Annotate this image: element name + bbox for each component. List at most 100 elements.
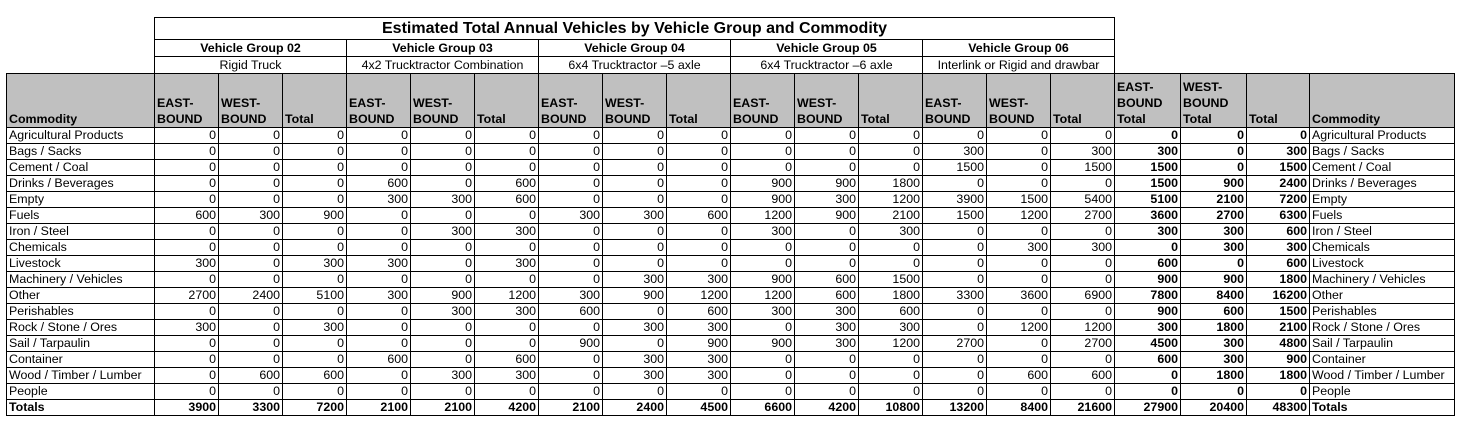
total-cell: 300 xyxy=(666,367,731,384)
grand-total-cell: 900 xyxy=(1246,351,1310,368)
commodity-cell: Agricultural Products xyxy=(6,127,155,144)
total-cell: 0 xyxy=(1050,127,1115,144)
eastbound-cell: 0 xyxy=(538,175,603,192)
eastbound-cell: 0 xyxy=(730,351,795,368)
commodity-cell: Agricultural Products xyxy=(1309,127,1455,144)
westbound-cell: 8400 xyxy=(986,399,1051,416)
table-row: Fuels 600 300 900 0 0 0 300 300 600 1200 900 2100 150… xyxy=(6,207,1455,224)
total-cell: 1500 xyxy=(1050,159,1115,176)
total-cell: 1200 xyxy=(1050,319,1115,336)
grand-total-cell: 0 xyxy=(1246,127,1310,144)
eastbound-cell: 1500 xyxy=(922,207,987,224)
total-cell: 2100 xyxy=(858,207,923,224)
column-header-eastbound: EAST-BOUND xyxy=(730,73,795,128)
total-cell: 1200 xyxy=(858,335,923,352)
total-cell: 1200 xyxy=(666,287,731,304)
eastbound-cell: 0 xyxy=(730,319,795,336)
grand-westbound-cell: 300 xyxy=(1180,351,1247,368)
group-type: 6x4 Trucktractor –6 axle xyxy=(730,56,923,74)
eastbound-cell: 0 xyxy=(346,319,411,336)
westbound-cell: 0 xyxy=(218,351,283,368)
eastbound-cell: 300 xyxy=(154,255,219,272)
westbound-cell: 300 xyxy=(794,319,859,336)
westbound-cell: 0 xyxy=(410,175,475,192)
total-cell: 0 xyxy=(1050,175,1115,192)
westbound-cell: 0 xyxy=(218,383,283,400)
westbound-cell: 1500 xyxy=(986,191,1051,208)
grand-total-cell: 16200 xyxy=(1246,287,1310,304)
westbound-cell: 0 xyxy=(218,255,283,272)
empty-cell xyxy=(7,57,155,74)
total-cell: 0 xyxy=(666,223,731,240)
grand-westbound-cell: 900 xyxy=(1180,271,1247,288)
westbound-cell: 300 xyxy=(410,191,475,208)
westbound-cell: 0 xyxy=(602,159,667,176)
commodity-cell: People xyxy=(6,383,155,400)
eastbound-cell: 300 xyxy=(538,207,603,224)
eastbound-cell: 0 xyxy=(730,127,795,144)
westbound-cell: 300 xyxy=(602,351,667,368)
empty-cell xyxy=(7,18,155,40)
westbound-cell: 0 xyxy=(986,175,1051,192)
column-header-eastbound: EAST-BOUND xyxy=(922,73,987,128)
eastbound-cell: 0 xyxy=(538,143,603,160)
total-cell: 0 xyxy=(666,383,731,400)
table-row: Livestock 300 0 300 300 0 300 0 0 0 0 0 0 0 0 0 600 0 600 L… xyxy=(6,255,1455,272)
column-header-westbound: WEST-BOUND xyxy=(602,73,667,128)
grand-westbound-cell: 0 xyxy=(1180,143,1247,160)
eastbound-cell: 0 xyxy=(922,175,987,192)
column-header-total: Total xyxy=(474,73,539,128)
table-row: Bags / Sacks 0 0 0 0 0 0 0 0 0 0 0 0 300 0 300 300 0 300 Ba… xyxy=(6,143,1455,160)
eastbound-cell: 0 xyxy=(346,223,411,240)
eastbound-cell: 0 xyxy=(730,383,795,400)
table-row: Container 0 0 0 600 0 600 0 300 300 0 0 0 0 0 0 600 300 90… xyxy=(6,351,1455,368)
commodity-cell: Empty xyxy=(1309,191,1455,208)
total-cell: 900 xyxy=(282,207,347,224)
eastbound-cell: 0 xyxy=(154,303,219,320)
westbound-cell: 0 xyxy=(986,383,1051,400)
eastbound-cell: 13200 xyxy=(922,399,987,416)
totals-row: Totals 3900 3300 7200 2100 2100 4200 2100 2400 45… xyxy=(6,399,1455,416)
commodity-cell: Perishables xyxy=(1309,303,1455,320)
total-cell: 0 xyxy=(1050,383,1115,400)
eastbound-cell: 0 xyxy=(154,191,219,208)
westbound-cell: 0 xyxy=(986,255,1051,272)
group-name: Vehicle Group 02 xyxy=(154,39,347,57)
eastbound-cell: 1200 xyxy=(730,287,795,304)
column-header-total: Total xyxy=(282,73,347,128)
westbound-cell: 0 xyxy=(602,223,667,240)
total-cell: 600 xyxy=(474,351,539,368)
commodity-cell: Sail / Tarpaulin xyxy=(1309,335,1455,352)
westbound-cell: 1200 xyxy=(986,207,1051,224)
westbound-cell: 300 xyxy=(410,367,475,384)
commodity-cell: Cement / Coal xyxy=(6,159,155,176)
total-cell: 0 xyxy=(858,255,923,272)
grand-total-cell: 300 xyxy=(1246,143,1310,160)
total-cell: 0 xyxy=(666,239,731,256)
table-row: Machinery / Vehicles 0 0 0 0 0 0 0 300 300 900 600 1… xyxy=(6,271,1455,288)
grand-westbound-cell: 2100 xyxy=(1180,191,1247,208)
eastbound-cell: 0 xyxy=(154,383,219,400)
westbound-cell: 0 xyxy=(794,255,859,272)
westbound-cell: 0 xyxy=(986,335,1051,352)
total-cell: 2700 xyxy=(1050,335,1115,352)
total-cell: 0 xyxy=(474,159,539,176)
eastbound-cell: 0 xyxy=(730,367,795,384)
westbound-cell: 0 xyxy=(794,223,859,240)
total-cell: 300 xyxy=(858,223,923,240)
commodity-cell: Wood / Timber / Lumber xyxy=(6,367,155,384)
grand-eastbound-cell: 4500 xyxy=(1114,335,1181,352)
total-cell: 0 xyxy=(282,127,347,144)
commodity-cell: Perishables xyxy=(6,303,155,320)
table-row: Cement / Coal 0 0 0 0 0 0 0 0 0 0 0 0 1500 0 1500 1500 0 1… xyxy=(6,159,1455,176)
eastbound-cell: 300 xyxy=(730,303,795,320)
westbound-cell: 300 xyxy=(794,191,859,208)
eastbound-cell: 3900 xyxy=(154,399,219,416)
grand-total-cell: 600 xyxy=(1246,255,1310,272)
westbound-cell: 600 xyxy=(986,367,1051,384)
eastbound-cell: 0 xyxy=(922,223,987,240)
westbound-cell: 0 xyxy=(218,271,283,288)
grand-eastbound-cell: 27900 xyxy=(1114,399,1181,416)
grand-total-cell: 48300 xyxy=(1246,399,1310,416)
grand-eastbound-cell: 3600 xyxy=(1114,207,1181,224)
